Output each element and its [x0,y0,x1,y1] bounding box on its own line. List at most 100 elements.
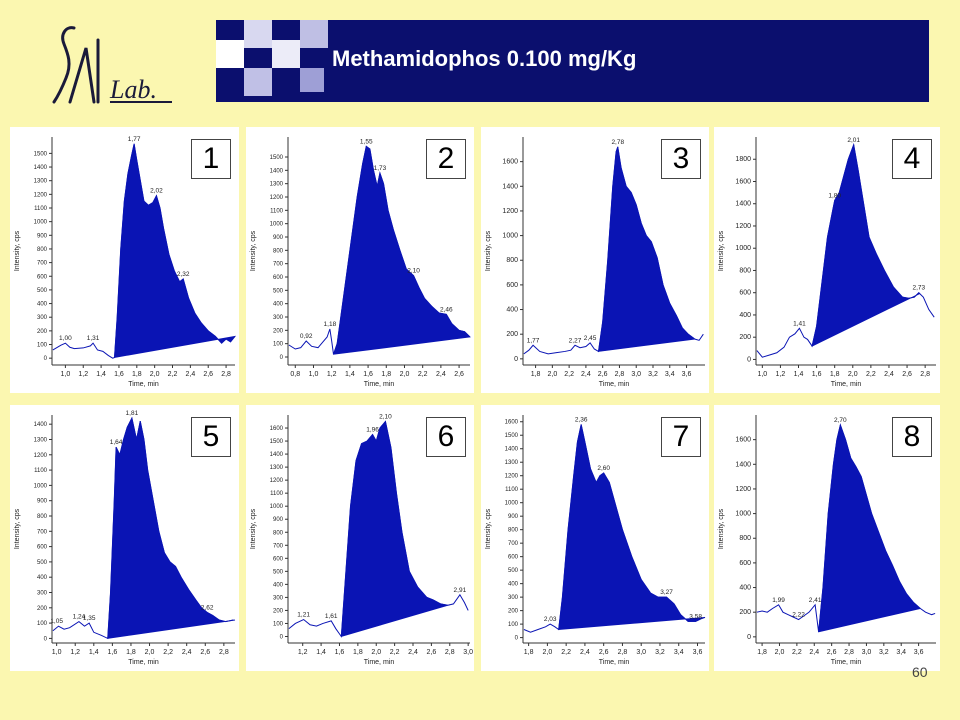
x-tick-label: 2,6 [599,649,609,656]
x-axis-label: Time, min [128,381,159,388]
x-tick-label: 2,2 [168,371,178,378]
y-tick-label: 1200 [270,478,284,484]
chromatogram-7: 0 100 200 300 400 500 600 700 800 900 1000 1100 1200… [485,415,706,666]
x-tick-label: 2,4 [182,649,192,656]
peak-label: 1,77 [527,337,540,344]
y-tick-label: 600 [739,290,751,297]
slide-number: 60 [912,664,928,680]
x-axis-label: Time, min [128,659,159,666]
y-tick-label: 1400 [270,452,284,458]
x-tick-label: 3,4 [674,649,684,656]
y-tick-label: 300 [508,595,519,601]
chromatogram-5: 0 100 200 300 400 500 600 700 800 900 1000 1100 1200… [14,410,236,666]
y-tick-label: 600 [506,282,518,289]
y-tick-label: 500 [273,288,284,294]
y-tick-label: 400 [739,312,751,319]
y-tick-label: 1400 [34,165,48,171]
x-tick-label: 2,6 [203,371,213,378]
x-tick-label: 1,6 [335,649,345,656]
x-tick-label: 3,4 [896,649,906,656]
y-tick-label: 900 [273,235,284,241]
y-tick-label: 300 [273,595,284,601]
y-tick-label: 100 [37,621,48,627]
x-tick-label: 1,8 [830,371,840,378]
panel-number-badge: 7 [661,417,701,457]
peak-label: 2,10 [379,414,392,421]
peak-label: 2,70 [834,417,847,424]
peak-label: 2,01 [847,137,860,144]
peak-label: 3,58 [689,613,702,620]
y-tick-label: 700 [273,543,284,549]
chromatogram-trace [288,420,469,638]
x-tick-label: 2,2 [564,371,574,378]
chromatogram-trace [288,145,471,355]
y-tick-label: 300 [37,591,48,597]
chromatogram-trace [52,143,236,359]
x-axis-label: Time, min [831,659,862,666]
y-tick-label: 0 [747,356,751,363]
y-tick-label: 1000 [735,245,751,252]
peak-label: 2,78 [611,139,624,146]
y-tick-label: 700 [273,262,284,268]
x-tick-label: 2,8 [445,649,455,656]
chromatogram-trace [523,146,704,355]
peak-label: 1,77 [128,136,141,143]
chromatogram-6: 0 100 200 300 400 500 600 700 800 900 1000 1100 1200… [250,414,473,666]
y-tick-label: 200 [508,609,519,615]
y-tick-label: 400 [273,302,284,308]
x-tick-label: 2,6 [598,371,608,378]
peak-label: 1,35 [83,615,96,622]
x-tick-label: 3,2 [655,649,665,656]
x-tick-label: 2,0 [150,371,160,378]
y-tick-label: 1600 [270,426,284,432]
chromatogram-panel-2: 0 100 200 300 400 500 600 700 800 900 1000 1100 1200… [246,127,474,393]
x-tick-label: 1,0 [309,371,319,378]
y-axis-label: Intensity, cps [718,508,725,549]
peak-label: 1,73 [374,165,387,172]
y-tick-label: 1100 [270,208,284,214]
y-tick-label: 800 [508,528,519,534]
y-tick-label: 1000 [505,501,519,507]
y-tick-label: 600 [739,560,751,567]
chromatogram-2: 0 100 200 300 400 500 600 700 800 900 1000 1100 1200… [250,137,471,388]
y-axis-label: Intensity, cps [14,230,21,271]
y-tick-label: 200 [37,606,48,612]
peak-label: 2,32 [177,271,190,278]
y-tick-label: 1600 [735,437,751,444]
y-tick-label: 800 [739,267,751,274]
y-tick-label: 0 [280,355,284,361]
x-tick-label: 2,8 [219,649,229,656]
y-tick-label: 1400 [270,168,284,174]
y-tick-label: 600 [37,274,48,280]
y-tick-label: 900 [37,233,48,239]
x-tick-label: 2,0 [775,649,785,656]
y-tick-label: 1000 [270,504,284,510]
y-tick-label: 700 [37,529,48,535]
banner-square [272,40,300,68]
x-tick-label: 1,2 [327,371,337,378]
x-tick-label: 2,0 [543,649,553,656]
peak-label: 2,45 [584,335,597,342]
x-tick-label: 1,8 [132,371,142,378]
y-tick-label: 1100 [34,468,48,474]
x-tick-label: 3,6 [682,371,692,378]
panel-number-badge: 5 [191,417,231,457]
peak-label: 1,00 [59,335,72,342]
banner-square [300,68,324,92]
peak-label: 2,73 [912,285,925,292]
panel-number-badge: 2 [426,139,466,179]
x-tick-label: 2,6 [427,649,437,656]
x-tick-label: 1,0 [52,649,62,656]
x-axis-label: Time, min [599,659,630,666]
y-tick-label: 1200 [502,208,518,215]
x-tick-label: 2,4 [408,649,418,656]
chromatogram-panel-1: 0 100 200 300 400 500 600 700 800 900 1000 1100 1200… [10,127,239,393]
y-axis-label: Intensity, cps [250,508,257,549]
x-axis-label: Time, min [364,659,395,666]
x-axis-label: Time, min [831,381,862,388]
peak-label: 1,55 [360,138,373,145]
y-tick-label: 900 [37,499,48,505]
y-tick-label: 1300 [34,437,48,443]
y-tick-label: 100 [273,621,284,627]
chromatogram-3: 0 200 400 600 800 1000 1200 1400 1600 1,8 2,0 2,2 2,… [485,137,705,388]
